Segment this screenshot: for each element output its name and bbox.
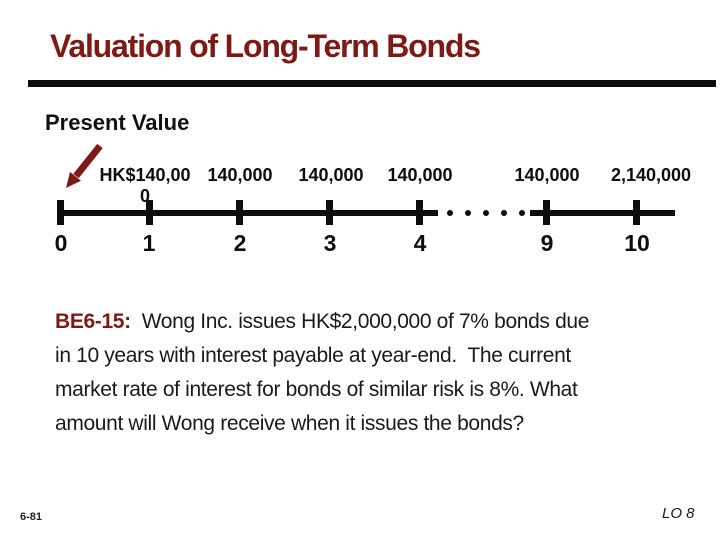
timeline-line-segment — [530, 210, 675, 216]
period-label: 0 — [54, 230, 68, 256]
timeline-tick — [236, 200, 243, 225]
period-label: 2 — [233, 230, 247, 256]
problem-line: amount will Wong receive when it issues … — [55, 412, 524, 435]
section-heading: Present Value — [45, 110, 190, 135]
timeline-tick — [146, 200, 153, 225]
cash-flow-label: 140,000 — [207, 165, 273, 185]
cash-flow-label: 2,140,000 — [610, 165, 692, 185]
period-label: 1 — [142, 230, 156, 256]
ellipsis-dot — [447, 210, 453, 216]
timeline-tick — [543, 200, 550, 225]
cash-flow-label: 140,000 — [298, 165, 364, 185]
title-divider — [28, 80, 716, 87]
problem-line: BE6-15: Wong Inc. issues HK$2,000,000 of… — [55, 310, 590, 333]
period-label: 9 — [540, 230, 554, 256]
period-label: 4 — [413, 230, 427, 256]
period-label: 10 — [624, 230, 650, 256]
problem-id-label: BE6-15: — [55, 310, 131, 333]
page-number-label: 6-81 — [20, 511, 43, 523]
ellipsis-dot — [501, 210, 507, 216]
period-label: 3 — [323, 230, 337, 256]
timeline-tick — [633, 200, 640, 225]
timeline-tick — [57, 200, 64, 225]
annotation-arrow-icon — [66, 143, 103, 188]
slide-title: Valuation of Long-Term Bonds — [50, 28, 481, 64]
timeline-line-segment — [57, 210, 438, 216]
problem-line: market rate of interest for bonds of sim… — [55, 378, 578, 401]
timeline-tick — [326, 200, 333, 225]
problem-line: in 10 years with interest payable at yea… — [55, 344, 571, 367]
learning-objective-label: LO 8 — [662, 505, 695, 522]
problem-statement: BE6-15: Wong Inc. issues HK$2,000,000 of… — [55, 305, 695, 441]
cash-flow-label: 140,000 — [387, 165, 453, 185]
cash-flow-label: HK$140,00 0 — [99, 165, 191, 206]
ellipsis-dot — [483, 210, 489, 216]
cash-flow-label: 140,000 — [514, 165, 580, 185]
ellipsis-dot — [465, 210, 471, 216]
timeline-tick — [416, 200, 423, 225]
ellipsis-dot — [519, 210, 525, 216]
